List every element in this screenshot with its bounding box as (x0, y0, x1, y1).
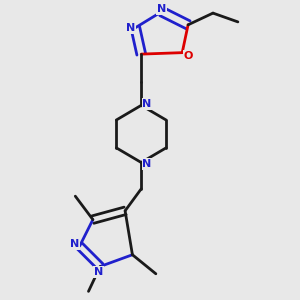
Text: N: N (94, 267, 104, 277)
Text: N: N (142, 99, 152, 109)
Text: N: N (70, 239, 79, 250)
Text: N: N (126, 23, 136, 33)
Text: N: N (157, 4, 166, 14)
Text: N: N (142, 159, 152, 169)
Text: O: O (183, 51, 193, 61)
